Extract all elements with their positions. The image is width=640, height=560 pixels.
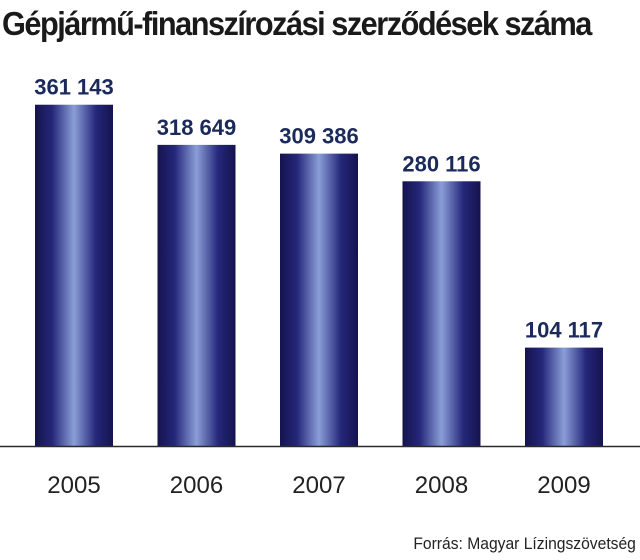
- value-label-2007: 309 386: [279, 124, 359, 149]
- value-label-2005: 361 143: [34, 75, 114, 100]
- x-tick-label-2005: 2005: [47, 472, 100, 499]
- x-tick-label-2007: 2007: [292, 472, 345, 499]
- value-labels-group: 361 143 318 649 309 386 280 116 104 117: [34, 75, 603, 343]
- value-label-2006: 318 649: [157, 115, 237, 140]
- bar-2005: [35, 104, 113, 447]
- bar-2008: [402, 181, 481, 446]
- value-label-2009: 104 117: [525, 318, 603, 343]
- bar-2006: [157, 144, 236, 446]
- x-tick-labels-group: 2005 2006 2007 2008 2009: [47, 472, 590, 499]
- bars-group: [35, 104, 603, 447]
- x-tick-label-2006: 2006: [170, 472, 223, 499]
- chart-title: Gépjármű-finanszírozási szerződések szám…: [2, 5, 592, 42]
- source-note: Forrás: Magyar Lízingszövetség: [413, 534, 636, 553]
- value-label-2008: 280 116: [402, 151, 480, 176]
- bar-2007: [280, 153, 358, 446]
- bar-2009: [525, 347, 603, 446]
- x-tick-label-2009: 2009: [537, 472, 590, 499]
- x-tick-label-2008: 2008: [415, 472, 468, 499]
